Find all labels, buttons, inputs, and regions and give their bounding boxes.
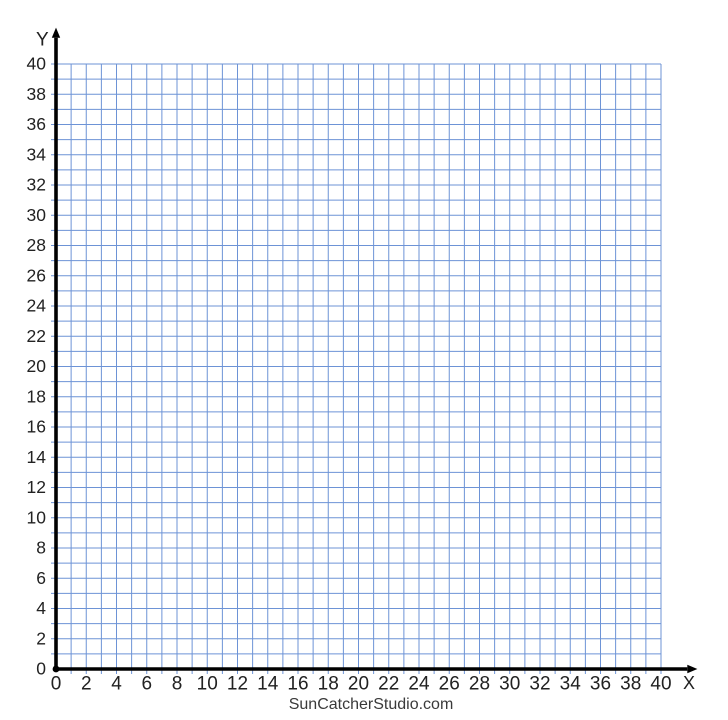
svg-text:38: 38 xyxy=(27,84,46,104)
svg-text:28: 28 xyxy=(469,674,490,695)
svg-text:26: 26 xyxy=(27,265,46,285)
svg-text:36: 36 xyxy=(27,114,46,134)
svg-text:32: 32 xyxy=(529,674,550,695)
svg-text:14: 14 xyxy=(27,447,47,467)
svg-text:10: 10 xyxy=(197,674,218,695)
svg-text:6: 6 xyxy=(36,568,46,588)
svg-text:Y: Y xyxy=(36,30,49,51)
svg-text:6: 6 xyxy=(141,674,152,695)
svg-text:24: 24 xyxy=(27,296,47,316)
svg-text:28: 28 xyxy=(27,235,46,255)
svg-text:4: 4 xyxy=(36,598,46,618)
svg-text:20: 20 xyxy=(27,356,47,376)
svg-text:2: 2 xyxy=(81,674,92,695)
svg-text:12: 12 xyxy=(227,674,248,695)
svg-text:20: 20 xyxy=(348,674,369,695)
svg-text:30: 30 xyxy=(27,205,47,225)
svg-text:8: 8 xyxy=(172,674,183,695)
svg-text:38: 38 xyxy=(620,674,641,695)
svg-text:24: 24 xyxy=(408,674,430,695)
svg-text:22: 22 xyxy=(27,326,46,346)
svg-text:26: 26 xyxy=(439,674,460,695)
svg-text:40: 40 xyxy=(27,54,47,74)
svg-text:0: 0 xyxy=(51,674,62,695)
svg-text:34: 34 xyxy=(560,674,582,695)
svg-text:10: 10 xyxy=(27,507,47,527)
svg-text:8: 8 xyxy=(36,538,46,558)
svg-text:14: 14 xyxy=(257,674,279,695)
svg-text:32: 32 xyxy=(27,175,46,195)
svg-text:40: 40 xyxy=(650,674,671,695)
svg-text:18: 18 xyxy=(27,386,46,406)
svg-text:36: 36 xyxy=(590,674,611,695)
svg-text:34: 34 xyxy=(27,144,47,164)
svg-text:30: 30 xyxy=(499,674,520,695)
svg-text:18: 18 xyxy=(318,674,339,695)
svg-text:X: X xyxy=(683,673,695,693)
svg-text:12: 12 xyxy=(27,477,46,497)
svg-text:4: 4 xyxy=(111,674,122,695)
svg-text:16: 16 xyxy=(27,417,46,437)
svg-text:16: 16 xyxy=(287,674,308,695)
svg-text:22: 22 xyxy=(378,674,399,695)
svg-text:0: 0 xyxy=(36,659,46,679)
svg-text:2: 2 xyxy=(36,628,46,648)
